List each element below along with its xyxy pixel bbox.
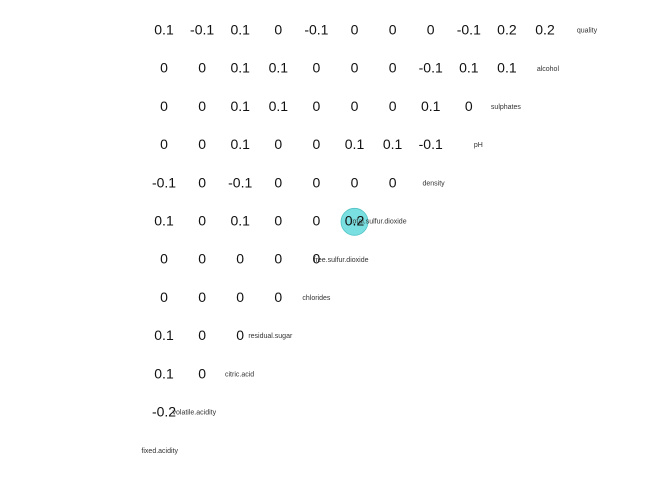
cell-value-ph-volatile-acidity: 0 [198, 136, 206, 152]
cell-value-ph-density: -0.1 [419, 136, 443, 152]
cell-value-chlorides-residual-sugar: 0 [274, 289, 282, 305]
cell-value-residual-sugar-citric-acid: 0 [236, 327, 244, 343]
variable-label-density: density [423, 180, 446, 187]
cell-value-total-sulfur-dioxide-citric-acid: 0.1 [230, 213, 250, 229]
cell-value-ph-total-sulfur-dioxide: 0.1 [383, 136, 403, 152]
cell-value-sulphates-chlorides: 0 [313, 98, 321, 114]
variable-label-residual-sugar: residual.sugar [248, 333, 293, 340]
cell-value-total-sulfur-dioxide-residual-sugar: 0 [274, 213, 282, 229]
cell-value-ph-chlorides: 0 [313, 136, 321, 152]
highlight-marker-total-sulfur-dioxide-free-sulfur-dioxide [340, 207, 369, 236]
cell-value-alcohol-chlorides: 0 [313, 60, 321, 76]
cell-value-alcohol-ph: 0.1 [459, 60, 479, 76]
cell-value-free-sulfur-dioxide-citric-acid: 0 [236, 251, 244, 267]
highlight-markers [340, 207, 369, 236]
variable-label-ph: pH [474, 142, 483, 149]
cell-value-total-sulfur-dioxide-fixed-acidity: 0.1 [154, 213, 174, 229]
cell-value-sulphates-total-sulfur-dioxide: 0 [389, 98, 397, 114]
cell-value-total-sulfur-dioxide-free-sulfur-dioxide: 0.2 [345, 213, 365, 229]
cell-value-quality-volatile-acidity: -0.1 [190, 22, 214, 38]
cell-value-residual-sugar-volatile-acidity: 0 [198, 327, 206, 343]
cell-value-density-free-sulfur-dioxide: 0 [351, 174, 359, 190]
cell-value-quality-total-sulfur-dioxide: 0 [389, 22, 397, 38]
cell-value-sulphates-fixed-acidity: 0 [160, 98, 168, 114]
variable-label-alcohol: alcohol [537, 66, 560, 73]
cell-value-chlorides-citric-acid: 0 [236, 289, 244, 305]
variable-labels: fixed.acidity volatile.acidity citric.acid… [141, 28, 597, 455]
cell-value-sulphates-ph: 0 [465, 98, 473, 114]
cell-value-density-chlorides: 0 [313, 174, 321, 190]
cell-value-alcohol-fixed-acidity: 0 [160, 60, 168, 76]
cell-value-quality-fixed-acidity: 0.1 [154, 22, 174, 38]
cell-value-alcohol-residual-sugar: 0.1 [269, 60, 289, 76]
cell-value-quality-alcohol: 0.2 [535, 22, 555, 38]
cell-value-alcohol-free-sulfur-dioxide: 0 [351, 60, 359, 76]
cell-value-ph-fixed-acidity: 0 [160, 136, 168, 152]
cell-value-quality-residual-sugar: 0 [274, 22, 282, 38]
cell-value-sulphates-citric-acid: 0.1 [230, 98, 250, 114]
variable-label-volatile-acidity: volatile.acidity [173, 410, 217, 417]
cell-value-density-residual-sugar: 0 [274, 174, 282, 190]
cell-value-alcohol-sulphates: 0.1 [497, 60, 517, 76]
variable-label-chlorides: chlorides [302, 295, 331, 302]
cell-value-total-sulfur-dioxide-volatile-acidity: 0 [198, 213, 206, 229]
cell-value-quality-free-sulfur-dioxide: 0 [351, 22, 359, 38]
cell-value-density-citric-acid: -0.1 [228, 174, 252, 190]
cell-value-density-total-sulfur-dioxide: 0 [389, 174, 397, 190]
cell-value-sulphates-density: 0.1 [421, 98, 441, 114]
cell-value-citric-acid-volatile-acidity: 0 [198, 365, 206, 381]
cell-value-quality-sulphates: 0.2 [497, 22, 517, 38]
cell-value-volatile-acidity-fixed-acidity: -0.2 [152, 404, 176, 420]
variable-label-total-sulfur-dioxide: total.sulfur.dioxide [351, 219, 407, 226]
cell-value-quality-ph: -0.1 [457, 22, 481, 38]
cell-value-alcohol-density: -0.1 [419, 60, 443, 76]
variable-label-fixed-acidity: fixed.acidity [141, 448, 178, 455]
cell-value-free-sulfur-dioxide-volatile-acidity: 0 [198, 251, 206, 267]
cell-value-chlorides-fixed-acidity: 0 [160, 289, 168, 305]
cell-value-alcohol-citric-acid: 0.1 [230, 60, 250, 76]
cell-value-sulphates-free-sulfur-dioxide: 0 [351, 98, 359, 114]
variable-label-citric-acid: citric.acid [225, 371, 254, 378]
cell-value-free-sulfur-dioxide-residual-sugar: 0 [274, 251, 282, 267]
cell-value-ph-citric-acid: 0.1 [230, 136, 250, 152]
cell-value-alcohol-volatile-acidity: 0 [198, 60, 206, 76]
variable-label-sulphates: sulphates [491, 104, 521, 111]
variable-label-quality: quality [577, 28, 598, 35]
cell-value-quality-citric-acid: 0.1 [230, 22, 250, 38]
cell-value-sulphates-residual-sugar: 0.1 [269, 98, 289, 114]
cell-value-quality-density: 0 [427, 22, 435, 38]
cell-value-ph-residual-sugar: 0 [274, 136, 282, 152]
variable-label-free-sulfur-dioxide: free.sulfur.dioxide [314, 257, 369, 264]
cell-value-quality-chlorides: -0.1 [304, 22, 328, 38]
cell-value-sulphates-volatile-acidity: 0 [198, 98, 206, 114]
cell-value-density-volatile-acidity: 0 [198, 174, 206, 190]
cell-value-free-sulfur-dioxide-chlorides: 0 [313, 251, 321, 267]
cell-value-chlorides-volatile-acidity: 0 [198, 289, 206, 305]
cell-value-ph-free-sulfur-dioxide: 0.1 [345, 136, 365, 152]
cell-value-alcohol-total-sulfur-dioxide: 0 [389, 60, 397, 76]
cell-value-citric-acid-fixed-acidity: 0.1 [154, 365, 174, 381]
cell-value-total-sulfur-dioxide-chlorides: 0 [313, 213, 321, 229]
cell-value-density-fixed-acidity: -0.1 [152, 174, 176, 190]
correlation-values: -0.2 0.1 0 0.1 0 0 0 0 0 0 0 0 0 0 0 0.1 0 0.1 0 0 0.2 -0.1 0 -… [152, 22, 555, 420]
cell-value-free-sulfur-dioxide-fixed-acidity: 0 [160, 251, 168, 267]
cell-value-residual-sugar-fixed-acidity: 0.1 [154, 327, 174, 343]
